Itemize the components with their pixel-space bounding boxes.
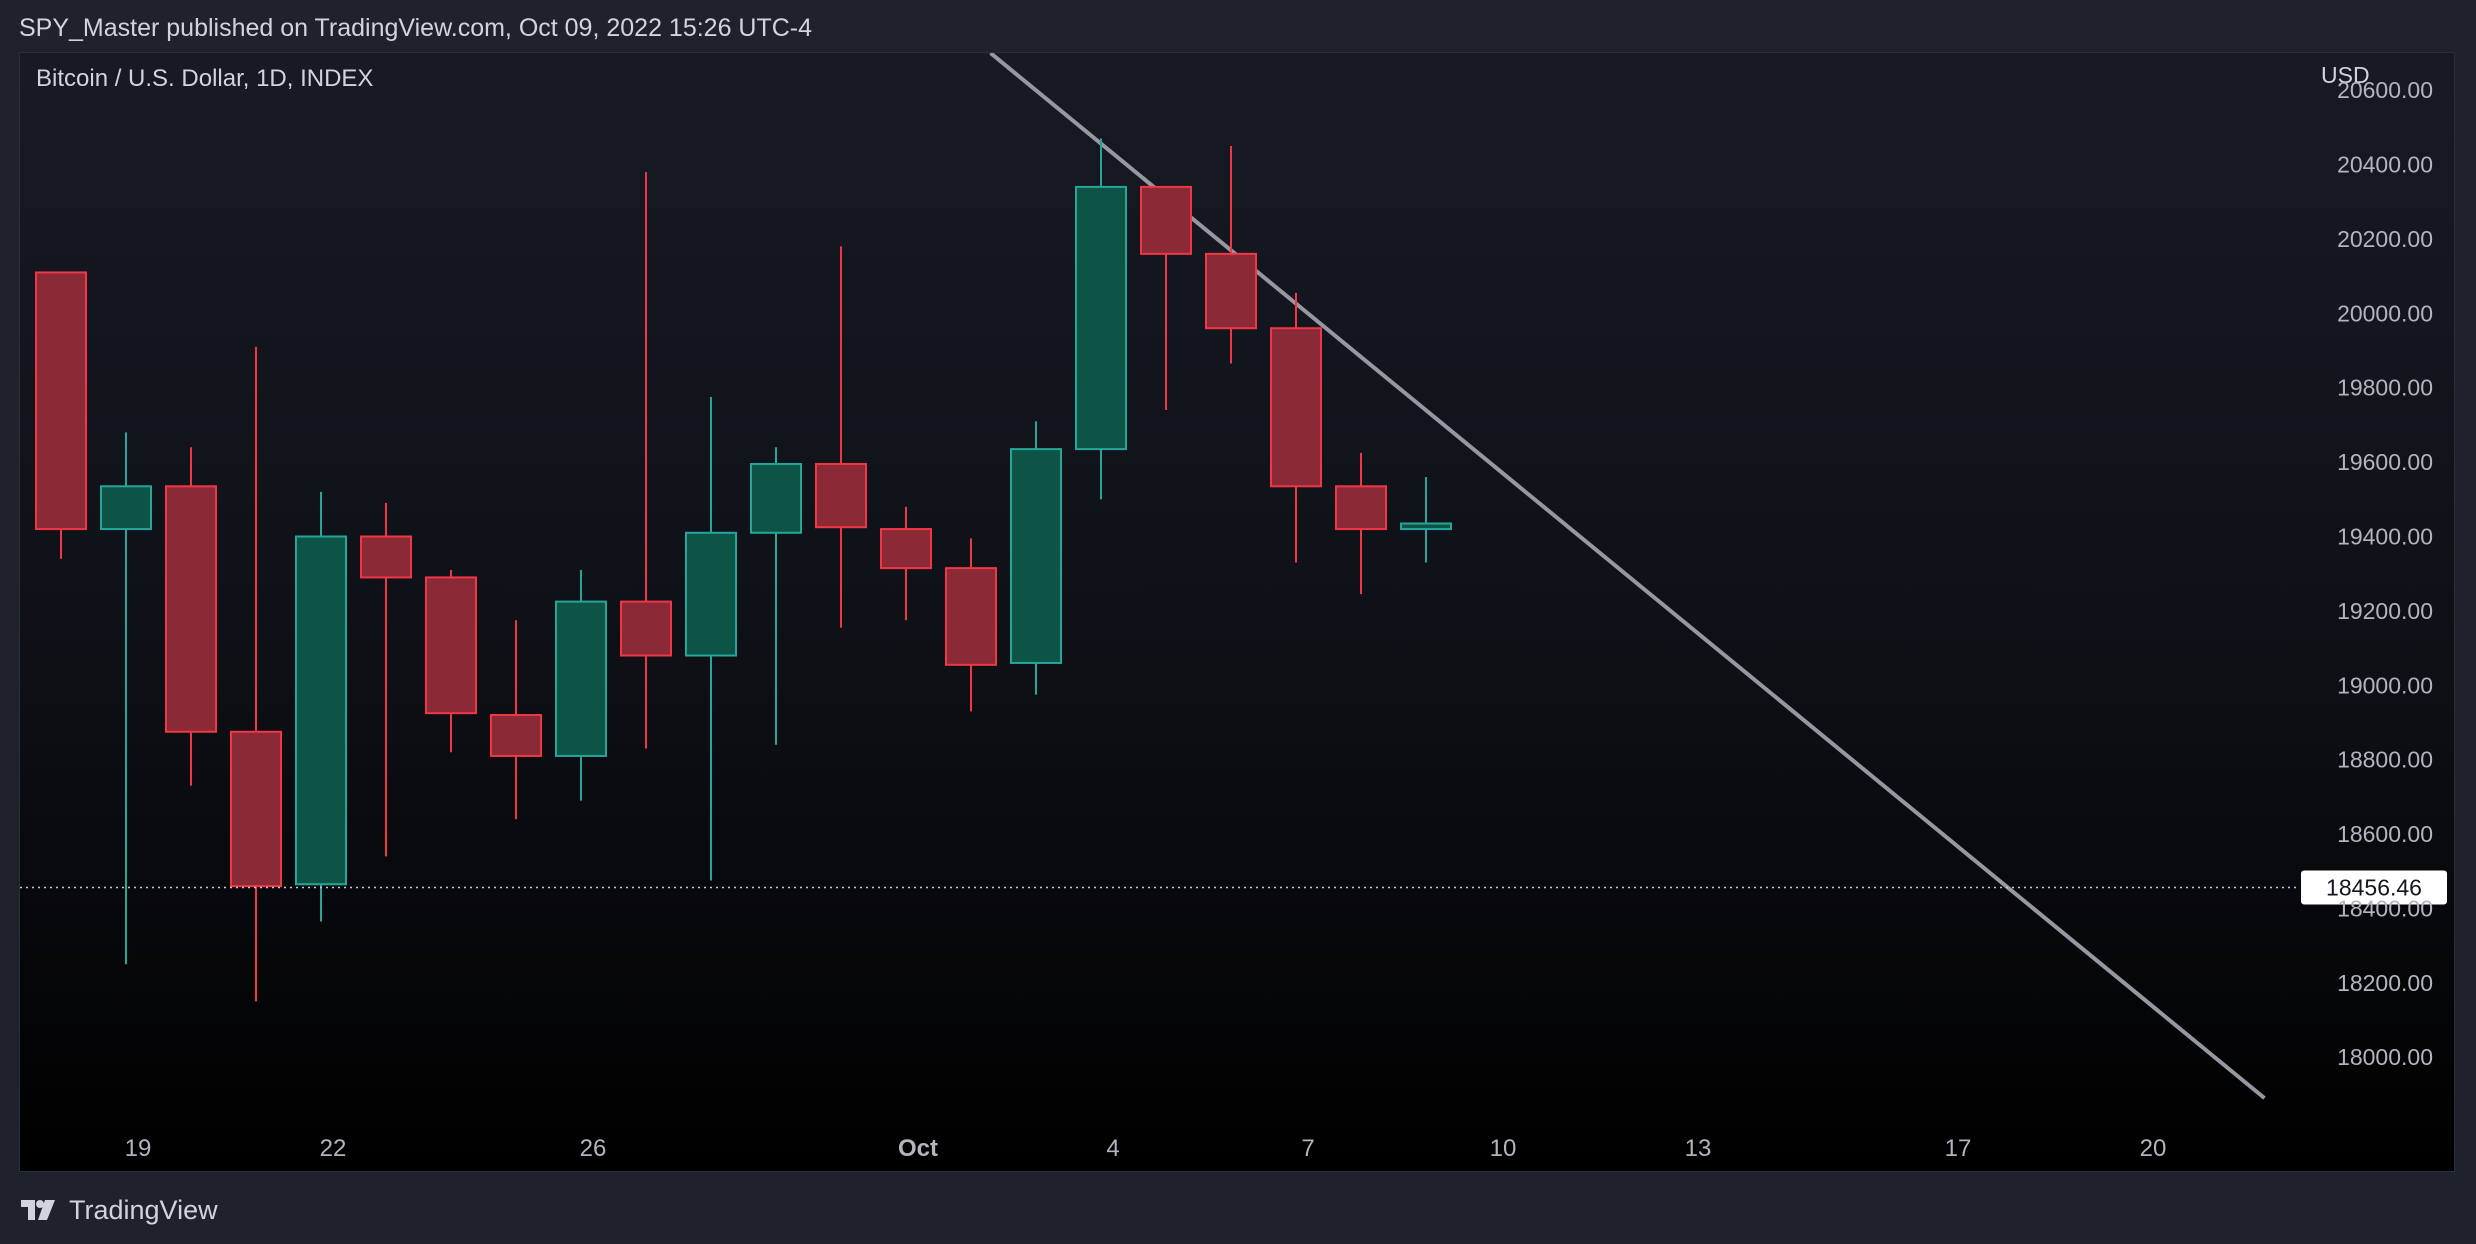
trendline[interactable] <box>989 53 2266 1100</box>
candle[interactable] <box>815 246 867 628</box>
time-tick-label: Oct <box>898 1135 938 1162</box>
candle[interactable] <box>1205 145 1257 364</box>
last-price-badge <box>2301 870 2447 905</box>
candle-body <box>750 462 802 534</box>
candle-body <box>1335 485 1387 531</box>
candle-body <box>1075 185 1127 451</box>
price-tick-label: 18400.00 <box>2337 895 2433 921</box>
footer-brand[interactable]: TradingView <box>19 1192 218 1228</box>
price-tick-label: 19600.00 <box>2337 449 2433 475</box>
candle[interactable] <box>555 569 607 801</box>
time-tick-label: 20 <box>2140 1135 2167 1162</box>
candle-body <box>490 714 542 757</box>
candle[interactable] <box>1075 138 1127 500</box>
price-tick-label: 20200.00 <box>2337 226 2433 252</box>
candle-body <box>880 528 932 570</box>
candle[interactable] <box>295 491 347 922</box>
candle[interactable] <box>620 172 672 749</box>
tradingview-logo-icon <box>19 1197 59 1223</box>
time-tick-label: 26 <box>580 1135 607 1162</box>
time-tick-label: 13 <box>1685 1135 1712 1162</box>
price-tick-label: 19000.00 <box>2337 672 2433 698</box>
candle[interactable] <box>230 346 282 1002</box>
candle[interactable] <box>1010 421 1062 695</box>
candle-body <box>360 535 412 579</box>
price-tick-label: 19800.00 <box>2337 375 2433 401</box>
candle[interactable] <box>1270 292 1322 563</box>
time-tick-label: 7 <box>1301 1135 1314 1162</box>
candle[interactable] <box>1140 185 1192 411</box>
candle-body <box>815 462 867 529</box>
time-axis[interactable]: 19 22 26 Oct 4 7 10 13 17 20 <box>125 1135 2167 1162</box>
candle-body <box>295 535 347 886</box>
chart-title: Bitcoin / U.S. Dollar, 1D, INDEX <box>36 65 373 92</box>
candle-body <box>1140 185 1192 255</box>
candle-body <box>35 271 87 531</box>
candlestick-chart[interactable]: 18456.46 Bitcoin / U.S. Dollar, 1D, INDE… <box>20 53 2456 1173</box>
candle[interactable] <box>1335 452 1387 595</box>
price-axis[interactable]: 20600.00 20400.00 20200.00 20000.00 19800.00… <box>2337 77 2433 1070</box>
candle-body <box>1400 522 1452 531</box>
price-tick-label: 18600.00 <box>2337 821 2433 847</box>
candle[interactable] <box>685 397 737 881</box>
candle[interactable] <box>35 271 87 559</box>
candle-body <box>1205 252 1257 330</box>
candle[interactable] <box>360 503 412 857</box>
candle-body <box>165 485 217 733</box>
time-tick-label: 10 <box>1490 1135 1517 1162</box>
time-tick-label: 19 <box>125 1135 152 1162</box>
price-tick-label: 18800.00 <box>2337 747 2433 773</box>
candle-body <box>100 485 152 531</box>
time-tick-label: 22 <box>320 1135 347 1162</box>
chart-panel[interactable]: 18456.46 Bitcoin / U.S. Dollar, 1D, INDE… <box>19 52 2455 1172</box>
candle[interactable] <box>945 538 997 712</box>
candle[interactable] <box>880 506 932 621</box>
candle-body <box>230 730 282 888</box>
price-tick-label: 20400.00 <box>2337 152 2433 178</box>
candle-body <box>945 567 997 666</box>
candle-body <box>425 576 477 715</box>
brand-name: TradingView <box>69 1194 218 1225</box>
price-tick-label: 18200.00 <box>2337 970 2433 996</box>
price-tick-label: 19400.00 <box>2337 524 2433 550</box>
currency-label: USD <box>2321 62 2370 88</box>
candle[interactable] <box>490 620 542 820</box>
time-tick-label: 4 <box>1106 1135 1119 1162</box>
price-tick-label: 20600.00 <box>2337 77 2433 103</box>
publisher-caption: SPY_Master published on TradingView.com,… <box>19 14 813 42</box>
candle-body <box>620 600 672 657</box>
candle[interactable] <box>1400 477 1452 563</box>
price-tick-label: 18000.00 <box>2337 1044 2433 1070</box>
price-tick-label: 20000.00 <box>2337 300 2433 326</box>
last-price-label: 18456.46 <box>2326 874 2422 900</box>
candle[interactable] <box>100 432 152 965</box>
candle-body <box>1010 448 1062 664</box>
candle-body <box>685 531 737 657</box>
candle[interactable] <box>750 447 802 745</box>
candle-body <box>1270 327 1322 488</box>
candle-body <box>555 600 607 757</box>
candle[interactable] <box>425 569 477 753</box>
time-tick-label: 17 <box>1945 1135 1972 1162</box>
price-tick-label: 19200.00 <box>2337 598 2433 624</box>
candle[interactable] <box>165 447 217 786</box>
